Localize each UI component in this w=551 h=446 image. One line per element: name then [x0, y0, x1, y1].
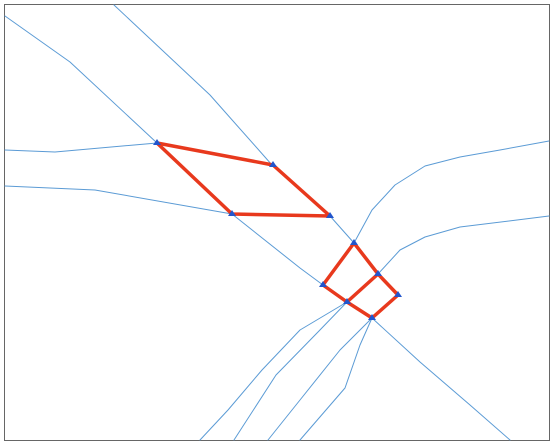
node-marker[interactable] — [319, 281, 327, 287]
road-segment — [199, 301, 348, 441]
road-segment — [377, 215, 550, 275]
route-cross-link — [345, 272, 380, 304]
road-segment — [233, 301, 348, 441]
node-marker[interactable] — [228, 210, 236, 216]
node-marker[interactable] — [343, 298, 351, 304]
node-marker[interactable] — [374, 270, 382, 276]
road-segment — [267, 317, 373, 441]
node-marker[interactable] — [394, 291, 402, 297]
node-marker[interactable] — [368, 314, 376, 320]
node-marker[interactable] — [269, 161, 277, 167]
road-segment — [353, 140, 550, 244]
road-segment — [299, 317, 373, 441]
node-marker[interactable] — [153, 139, 161, 145]
node-marker[interactable] — [350, 239, 358, 245]
node-marker[interactable] — [326, 212, 334, 218]
road-segment — [4, 185, 233, 215]
route-nodes — [153, 139, 402, 320]
road-segment — [4, 142, 158, 153]
map-border — [4, 4, 550, 441]
